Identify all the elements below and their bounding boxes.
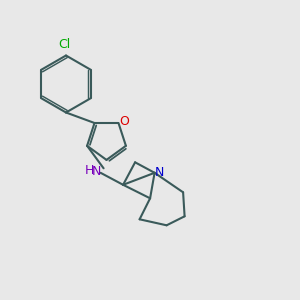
Text: N: N [92, 165, 101, 178]
Text: Cl: Cl [58, 38, 70, 51]
Text: O: O [119, 115, 129, 128]
Text: N: N [154, 166, 164, 179]
Text: H: H [85, 164, 94, 177]
